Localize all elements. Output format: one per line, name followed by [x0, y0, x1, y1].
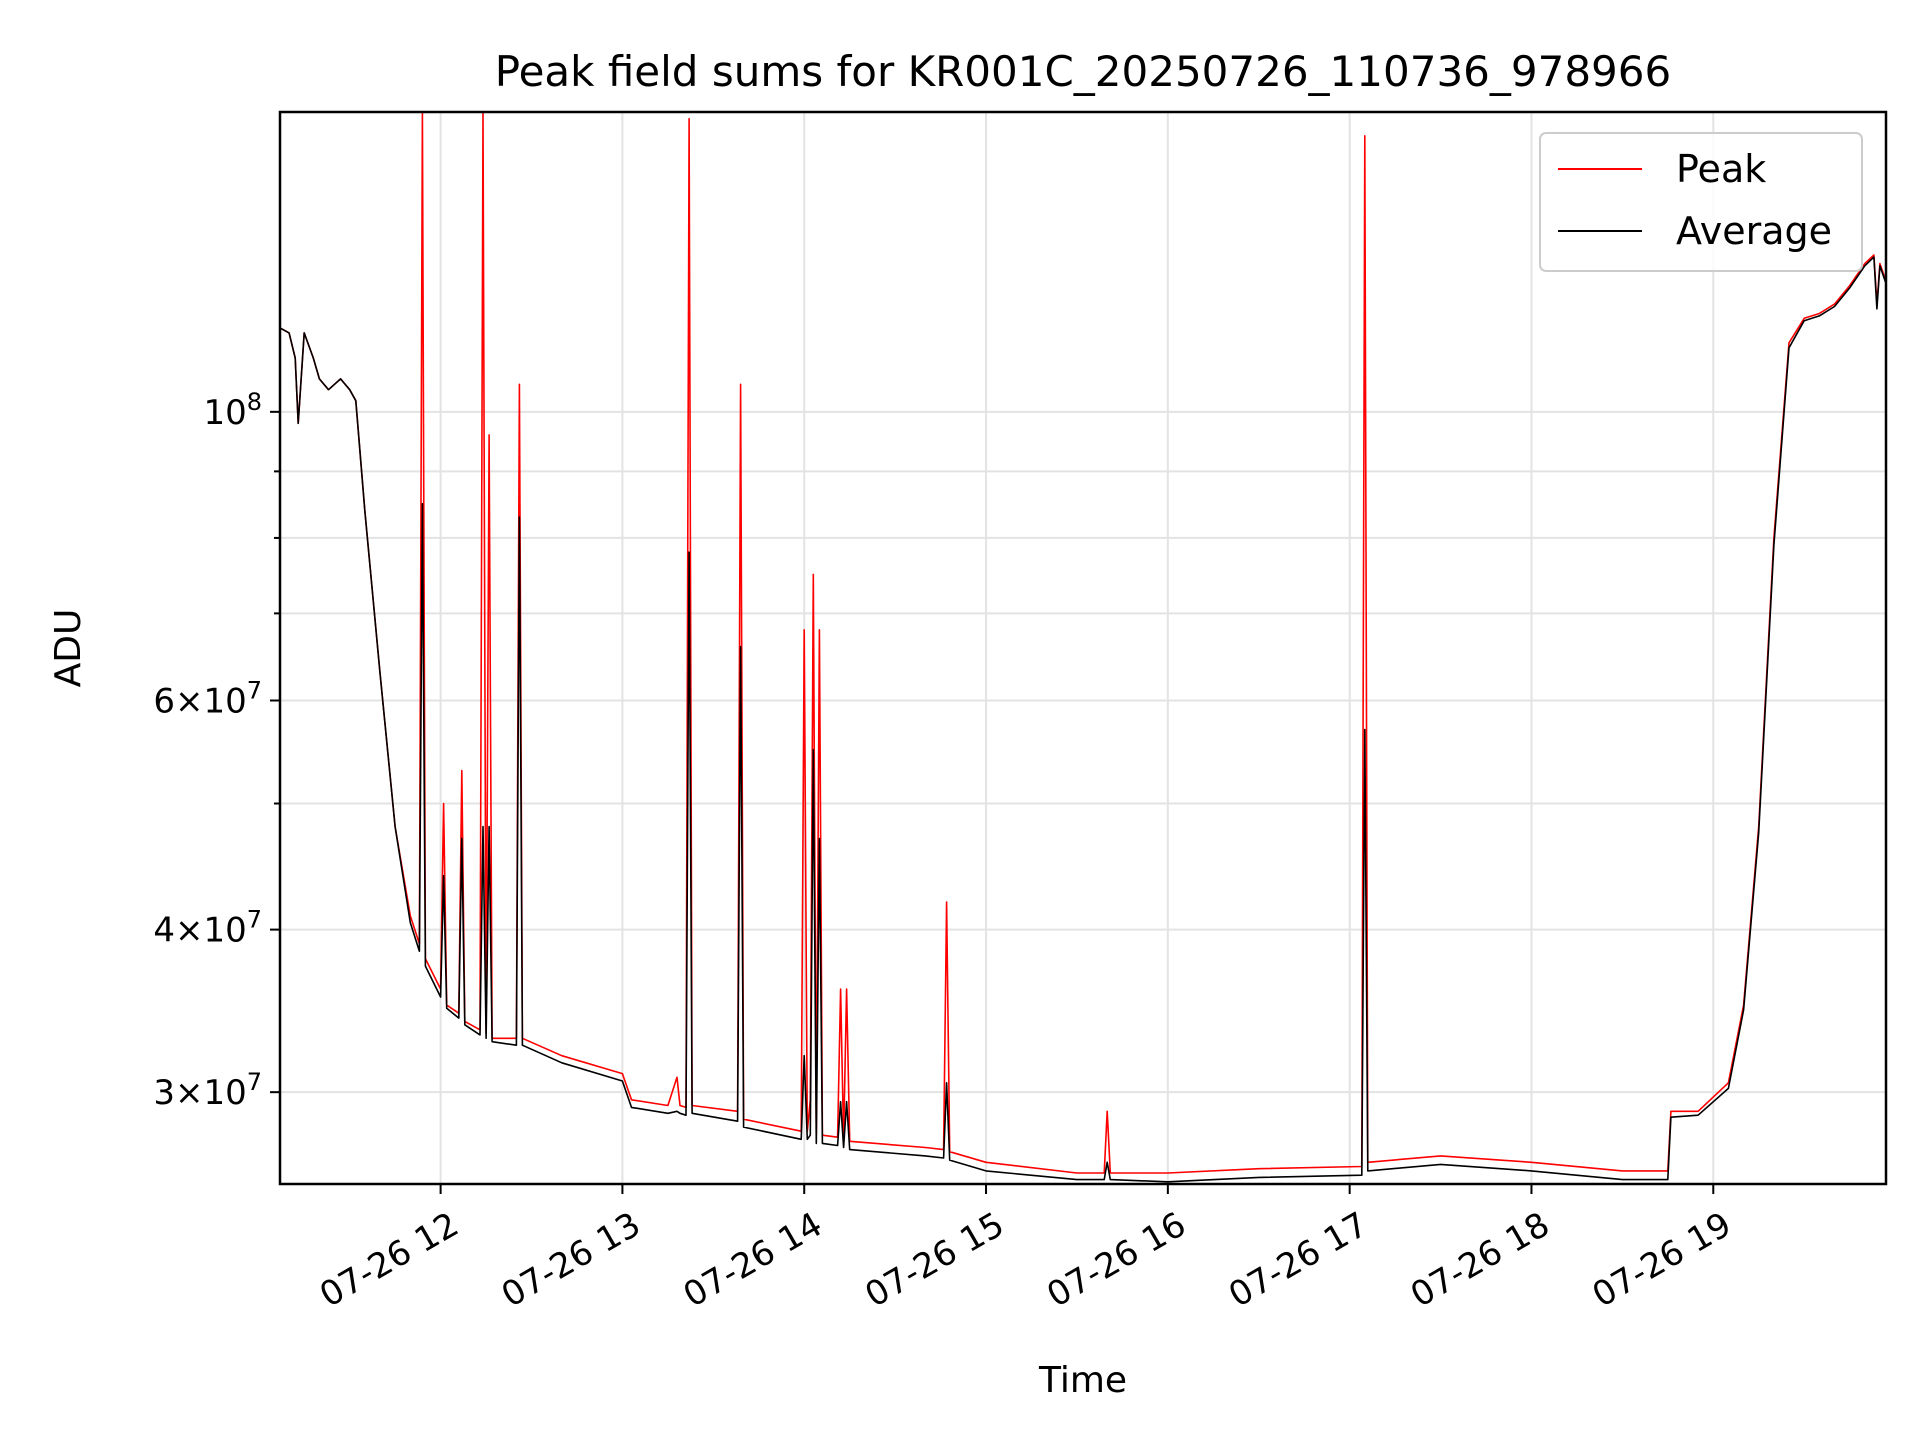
- legend-label-average: Average: [1676, 209, 1832, 253]
- legend-box: [1539, 132, 1863, 272]
- y-tick-exponent: 8: [247, 388, 262, 416]
- y-tick-exponent: 7: [247, 1068, 262, 1096]
- y-tick-mantissa: 3: [153, 1073, 175, 1113]
- series-line-average: [280, 256, 1886, 1183]
- y-tick-exponent: 7: [247, 676, 262, 704]
- x-axis-label: Time: [1038, 1360, 1127, 1401]
- y-tick-mantissa: 4: [153, 911, 175, 951]
- y-tick-label: 3×107: [153, 1068, 262, 1113]
- y-tick-label: 108: [203, 388, 262, 433]
- series-layer: [280, 112, 1886, 1183]
- plot-frame: [278, 110, 1888, 1186]
- grid-lines: [280, 112, 1886, 1184]
- legend: Peak Average: [1539, 132, 1863, 272]
- y-axis-label: ADU: [48, 609, 89, 688]
- y-tick-mantissa: 6: [153, 681, 175, 721]
- chart-title: Peak field sums for KR001C_20250726_1107…: [495, 47, 1671, 96]
- legend-label-peak: Peak: [1676, 147, 1766, 191]
- y-tick-exponent: 7: [247, 906, 262, 934]
- y-tick-label: 6×107: [153, 676, 262, 721]
- y-tick-label: 4×107: [153, 906, 262, 951]
- y-axis: 3×107 4×107 6×107 108: [153, 388, 280, 1113]
